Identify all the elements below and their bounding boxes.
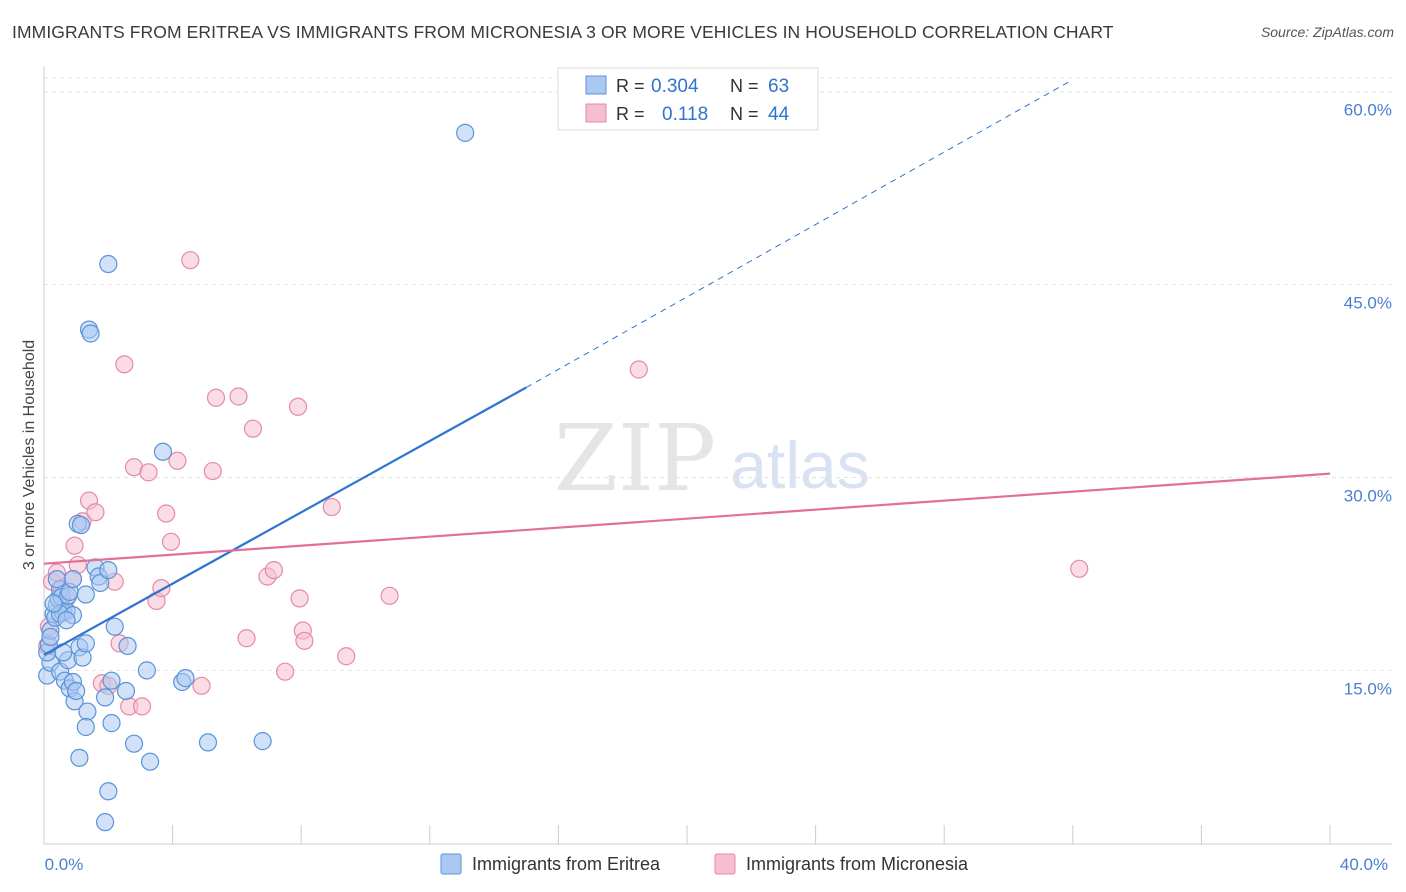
point-eritrea <box>67 681 86 701</box>
point-micronesia <box>86 503 105 522</box>
legend-swatch-eritrea <box>585 75 607 95</box>
point-eritrea <box>91 573 110 593</box>
point-eritrea <box>456 123 475 142</box>
y-tick-label: 30.0% <box>1344 487 1392 506</box>
point-micronesia <box>237 629 256 648</box>
point-micronesia <box>322 497 341 517</box>
point-micronesia <box>243 419 263 438</box>
point-micronesia <box>139 463 158 482</box>
legend-r-value-micronesia: 0.118 <box>662 104 708 125</box>
point-micronesia <box>264 560 283 580</box>
point-eritrea <box>76 717 95 737</box>
legend-n-value-micronesia: 44 <box>768 104 790 125</box>
point-micronesia <box>161 532 181 551</box>
point-eritrea <box>81 324 100 343</box>
y-tick-label: 15.0% <box>1344 679 1392 698</box>
x-ticks <box>43 825 1331 844</box>
point-eritrea <box>71 515 91 535</box>
point-eritrea <box>57 611 76 630</box>
bottom-legend-swatch-micronesia <box>714 853 736 875</box>
legend-swatch-micronesia <box>585 103 607 123</box>
point-eritrea <box>198 733 218 752</box>
point-eritrea <box>63 569 83 589</box>
legend-n-value-eritrea: 63 <box>768 76 789 97</box>
bottom-legend-swatch-eritrea <box>440 853 462 875</box>
point-micronesia <box>65 536 84 555</box>
trend-line-eritrea-extension <box>526 80 1070 388</box>
trend-line-micronesia <box>43 472 1331 565</box>
legend-r-value-eritrea: 0.304 <box>651 76 699 97</box>
legend-n-label-eritrea: N = <box>730 76 759 96</box>
point-eritrea <box>137 661 156 680</box>
point-micronesia <box>203 461 222 481</box>
point-micronesia <box>276 662 295 681</box>
watermark: ZIP atlas <box>554 405 870 512</box>
series-eritrea-points <box>38 123 475 832</box>
x-tick-label-max: 40.0% <box>1340 855 1388 874</box>
legend-r-label-micronesia: R = <box>616 104 645 124</box>
point-eritrea <box>102 671 121 690</box>
point-micronesia <box>192 676 211 695</box>
point-eritrea <box>76 585 95 604</box>
y-tick-labels: 15.0% 30.0% 45.0% 60.0% <box>1344 101 1392 699</box>
point-eritrea <box>99 254 118 274</box>
point-eritrea <box>44 594 63 613</box>
point-micronesia <box>290 589 309 608</box>
bottom-legend-label-micronesia: Immigrants from Micronesia <box>746 854 969 874</box>
point-eritrea <box>95 813 115 832</box>
point-eritrea <box>153 442 173 461</box>
point-eritrea <box>70 748 89 767</box>
y-tick-label: 60.0% <box>1344 101 1392 120</box>
x-tick-label-min: 0.0% <box>45 855 84 874</box>
point-micronesia <box>168 451 187 470</box>
point-eritrea <box>140 752 160 771</box>
point-eritrea <box>78 702 97 721</box>
point-micronesia <box>181 251 200 270</box>
axes <box>43 66 1392 845</box>
legend-n-label-micronesia: N = <box>730 104 759 124</box>
point-eritrea <box>102 714 121 733</box>
point-eritrea <box>124 734 144 753</box>
trend-line-eritrea <box>43 386 527 656</box>
point-eritrea <box>99 782 118 801</box>
point-micronesia <box>629 360 648 379</box>
stats-legend: R = 0.304 N = 63 R = 0.118 N = 44 <box>557 67 819 131</box>
point-eritrea <box>47 569 66 589</box>
legend-r-label-eritrea: R = <box>616 76 645 96</box>
point-eritrea <box>105 617 124 636</box>
y-axis-title: 3 or more Vehicles in Household <box>21 340 38 570</box>
point-micronesia <box>229 387 248 406</box>
chart-title: IMMIGRANTS FROM ERITREA VS IMMIGRANTS FR… <box>12 22 1114 42</box>
grid-lines <box>44 77 1392 671</box>
point-eritrea <box>99 560 118 580</box>
point-micronesia <box>206 388 226 407</box>
point-micronesia <box>157 504 176 523</box>
watermark-zip: ZIP <box>554 405 716 512</box>
point-micronesia <box>1070 559 1089 578</box>
bottom-legend-label-eritrea: Immigrants from Eritrea <box>472 854 661 874</box>
source-credit: Source: ZipAtlas.com <box>1260 24 1394 40</box>
y-tick-label: 45.0% <box>1344 294 1392 313</box>
watermark-atlas: atlas <box>730 428 869 502</box>
point-eritrea <box>176 669 195 688</box>
point-eritrea <box>116 681 136 701</box>
point-micronesia <box>288 397 308 416</box>
series-legend: Immigrants from Eritrea Immigrants from … <box>440 853 969 875</box>
point-micronesia <box>337 647 356 666</box>
point-micronesia <box>380 586 399 605</box>
point-eritrea <box>95 688 115 707</box>
point-eritrea <box>253 732 272 751</box>
point-eritrea <box>41 627 60 647</box>
point-eritrea <box>118 636 137 656</box>
trend-lines <box>43 80 1331 656</box>
point-micronesia <box>115 355 134 374</box>
point-micronesia <box>295 631 314 650</box>
point-micronesia <box>132 697 152 716</box>
point-eritrea <box>76 634 95 653</box>
